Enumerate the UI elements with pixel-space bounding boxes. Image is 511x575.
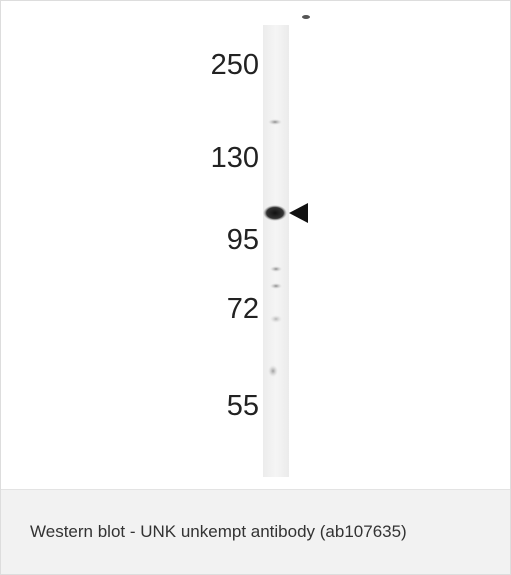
marker-label: 250 — [211, 49, 259, 81]
speck — [302, 15, 310, 19]
band — [270, 283, 282, 289]
marker-label: 72 — [227, 293, 259, 325]
blot-image: 250 130 95 72 55 — [1, 1, 510, 489]
caption-bar: Western blot - UNK unkempt antibody (ab1… — [1, 489, 510, 575]
marker-label: 55 — [227, 390, 259, 422]
marker-label: 95 — [227, 224, 259, 256]
lane — [263, 25, 289, 477]
band — [268, 365, 278, 377]
figure-panel: 250 130 95 72 55 Western blot - UNK unke… — [0, 0, 511, 575]
caption: Western blot - UNK unkempt antibody (ab1… — [30, 522, 407, 542]
band — [268, 119, 282, 125]
marker-label: 130 — [211, 142, 259, 174]
band — [270, 266, 282, 272]
band — [270, 315, 282, 323]
arrowhead — [289, 203, 308, 223]
band — [263, 205, 287, 221]
